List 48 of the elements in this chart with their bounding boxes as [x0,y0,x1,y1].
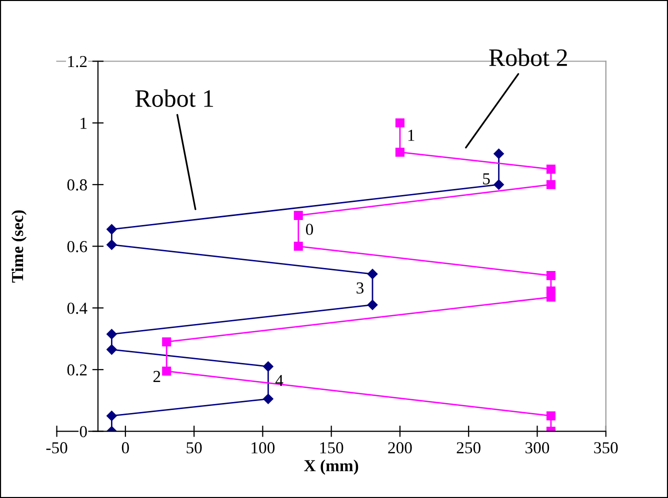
y-tick-label: 1.2 [68,56,87,68]
y-tick-label: 0.6 [67,240,88,252]
point [106,240,117,250]
y-axis-title: Time (sec) [11,210,27,283]
annotation: 5 [483,173,490,184]
point [494,179,504,190]
annotation: 4 [275,374,284,386]
x-axis-title: X (mm) [304,460,358,475]
annotation: 0 [306,224,314,236]
y-tick-label: 1 [80,118,87,129]
point [367,300,378,310]
point [546,292,556,302]
point [106,344,117,355]
point [294,242,303,251]
annotation: 2 [153,370,160,382]
x-tick-label: 300 [526,442,550,454]
x-tick-label: 50 [186,442,202,454]
point [494,148,504,159]
annotation: 3 [356,282,364,294]
point [106,410,117,421]
annotation: 1 [408,130,414,141]
x-tick-label: 200 [388,442,412,454]
x-tick-label: 0 [122,442,129,454]
x-tick-label: 250 [456,442,480,454]
point [162,337,172,346]
point [367,268,378,280]
point [546,180,556,190]
y-tick-label: 0.4 [67,302,88,314]
point [162,366,172,376]
point [395,148,404,157]
point [106,224,117,234]
x-tick-label: 100 [252,442,275,454]
y-tick-label: 0.2 [67,364,87,376]
text: Robot 2 [489,48,567,66]
text: Robot 1 [135,89,214,107]
x-tick-label: 150 [320,442,344,454]
y-tick-label: 0.8 [67,179,87,191]
point [294,210,303,220]
y-tick-label: 0 [80,426,87,438]
x-tick-label: 350 [594,442,618,454]
point [106,329,117,340]
x-tick-label: -50 [46,442,68,454]
point [546,271,556,280]
point [395,118,404,128]
point [546,411,556,420]
point [263,394,274,404]
point [263,361,274,372]
point [546,164,556,174]
